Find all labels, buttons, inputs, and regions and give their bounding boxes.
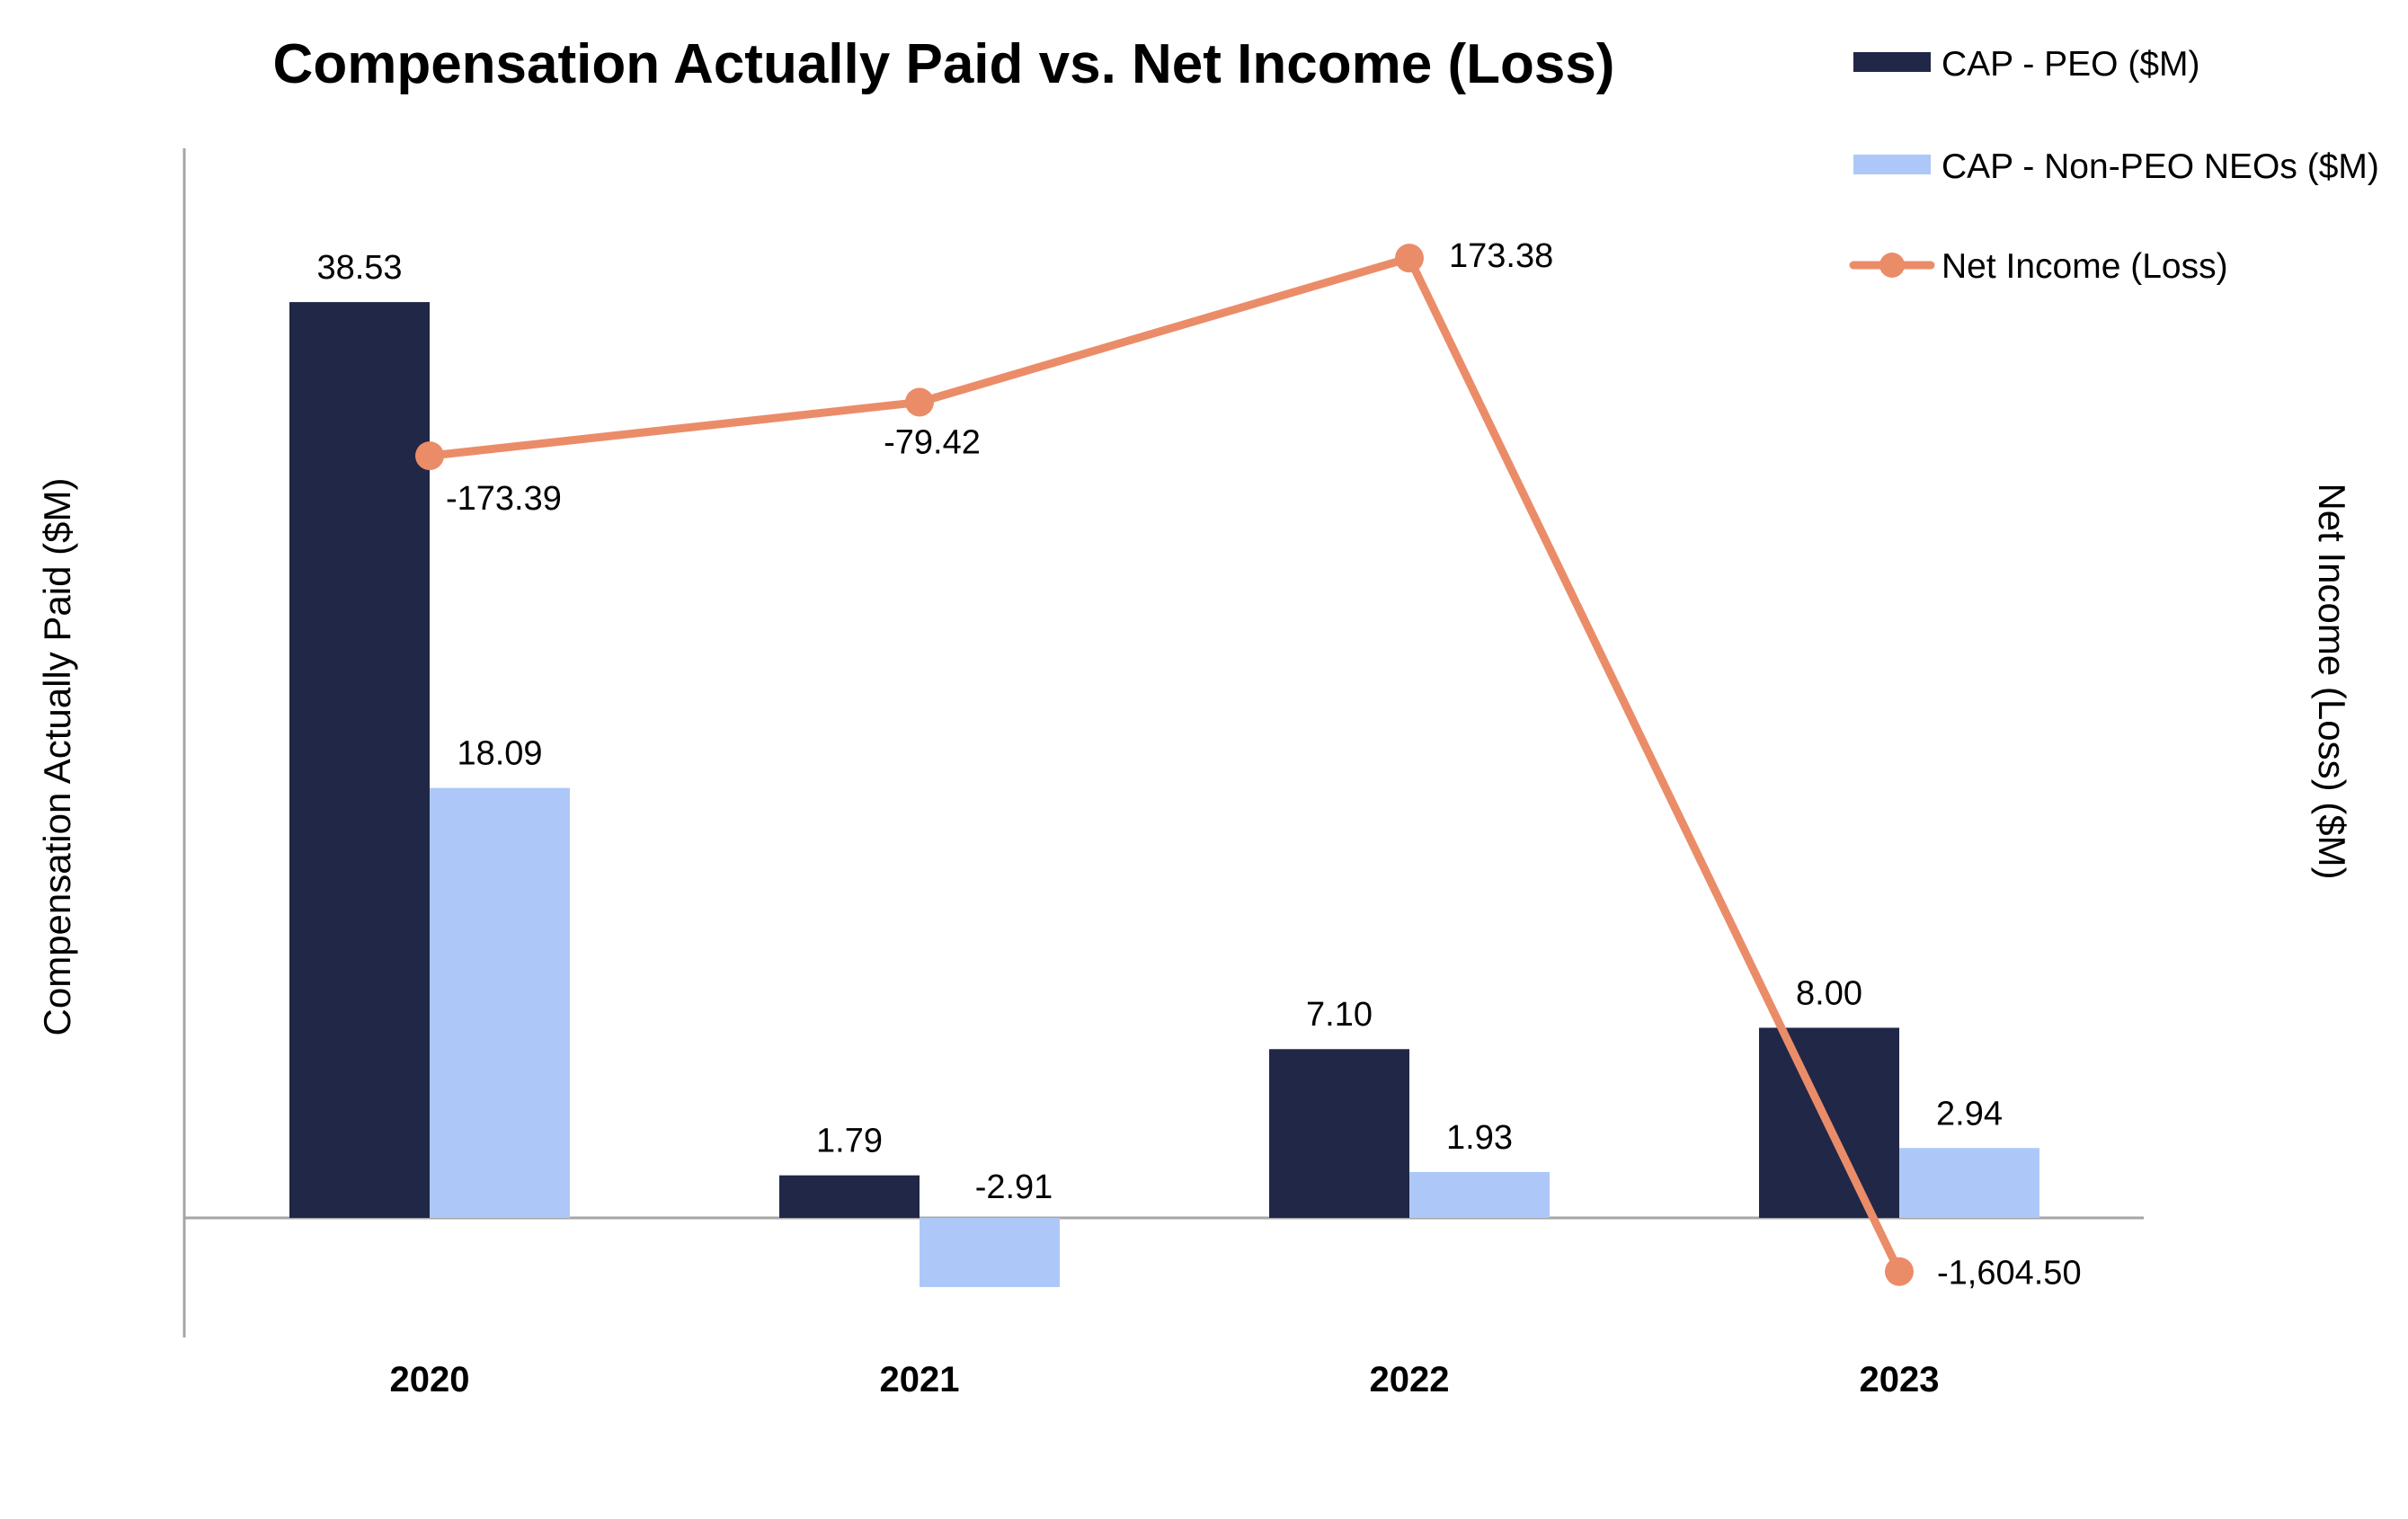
net-income-point-2023 [1885, 1257, 1914, 1286]
y2-axis-title: Net Income (Loss) ($M) [2311, 483, 2353, 879]
net-income-label-2022: 173.38 [1449, 237, 1553, 275]
bar-cap-non-peo-neos-m-2023 [1899, 1148, 2039, 1218]
legend-marker-net-income [1879, 253, 1905, 278]
net-income-point-2021 [905, 387, 934, 417]
data-label-cap-non-peo-neos-m-2022: 1.93 [1446, 1119, 1513, 1157]
legend: CAP - PEO ($M) CAP - Non-PEO NEOs ($M) N… [1849, 45, 2379, 286]
legend-swatch-cap-peo [1853, 52, 1931, 72]
labels-layer: 38.53 1.79 7.10 8.00 18.09 -2.91 1.93 2.94 -173.… [316, 237, 2081, 1292]
legend-swatch-cap-non-peo [1853, 155, 1931, 174]
bar-cap-non-peo-neos-m-2022 [1409, 1171, 1550, 1218]
x-tick-label-2021: 2021 [880, 1360, 960, 1399]
y-axis-title: Compensation Actually Paid ($M) [36, 478, 78, 1036]
net-income-label-2020: -173.39 [446, 480, 562, 518]
bar-cap-peo-m-2020 [289, 302, 430, 1218]
line-layer [415, 244, 1914, 1286]
chart-title: Compensation Actually Paid vs. Net Incom… [273, 33, 1615, 95]
data-label-cap-non-peo-neos-m-2020: 18.09 [457, 735, 542, 773]
bar-cap-non-peo-neos-m-2021 [920, 1218, 1060, 1287]
x-tick-label-2022: 2022 [1370, 1360, 1450, 1399]
net-income-point-2020 [415, 441, 444, 471]
bar-cap-peo-m-2021 [779, 1175, 920, 1218]
bar-cap-peo-m-2022 [1269, 1049, 1409, 1218]
data-label-cap-peo-m-2023: 8.00 [1796, 974, 1862, 1012]
net-income-label-2021: -79.42 [884, 423, 981, 461]
legend-label-cap-peo: CAP - PEO ($M) [1942, 45, 2200, 84]
data-label-cap-peo-m-2020: 38.53 [316, 249, 402, 287]
data-label-cap-non-peo-neos-m-2021: -2.91 [975, 1168, 1053, 1206]
data-label-cap-peo-m-2022: 7.10 [1306, 996, 1373, 1034]
x-tick-label-2020: 2020 [390, 1360, 470, 1399]
net-income-label-2023: -1,604.50 [1937, 1255, 2082, 1292]
bar-cap-non-peo-neos-m-2020 [430, 787, 570, 1218]
net-income-point-2022 [1395, 244, 1424, 273]
data-label-cap-peo-m-2021: 1.79 [816, 1123, 883, 1160]
net-income-line [425, 253, 1904, 1276]
bars-layer [289, 302, 2039, 1287]
legend-label-cap-non-peo: CAP - Non-PEO NEOs ($M) [1942, 147, 2379, 186]
data-label-cap-non-peo-neos-m-2023: 2.94 [1936, 1095, 2003, 1133]
legend-label-net-income: Net Income (Loss) [1942, 247, 2228, 286]
x-tick-label-2023: 2023 [1860, 1360, 1940, 1399]
x-axis-ticks: 2020 2021 2022 2023 [390, 1360, 1940, 1399]
